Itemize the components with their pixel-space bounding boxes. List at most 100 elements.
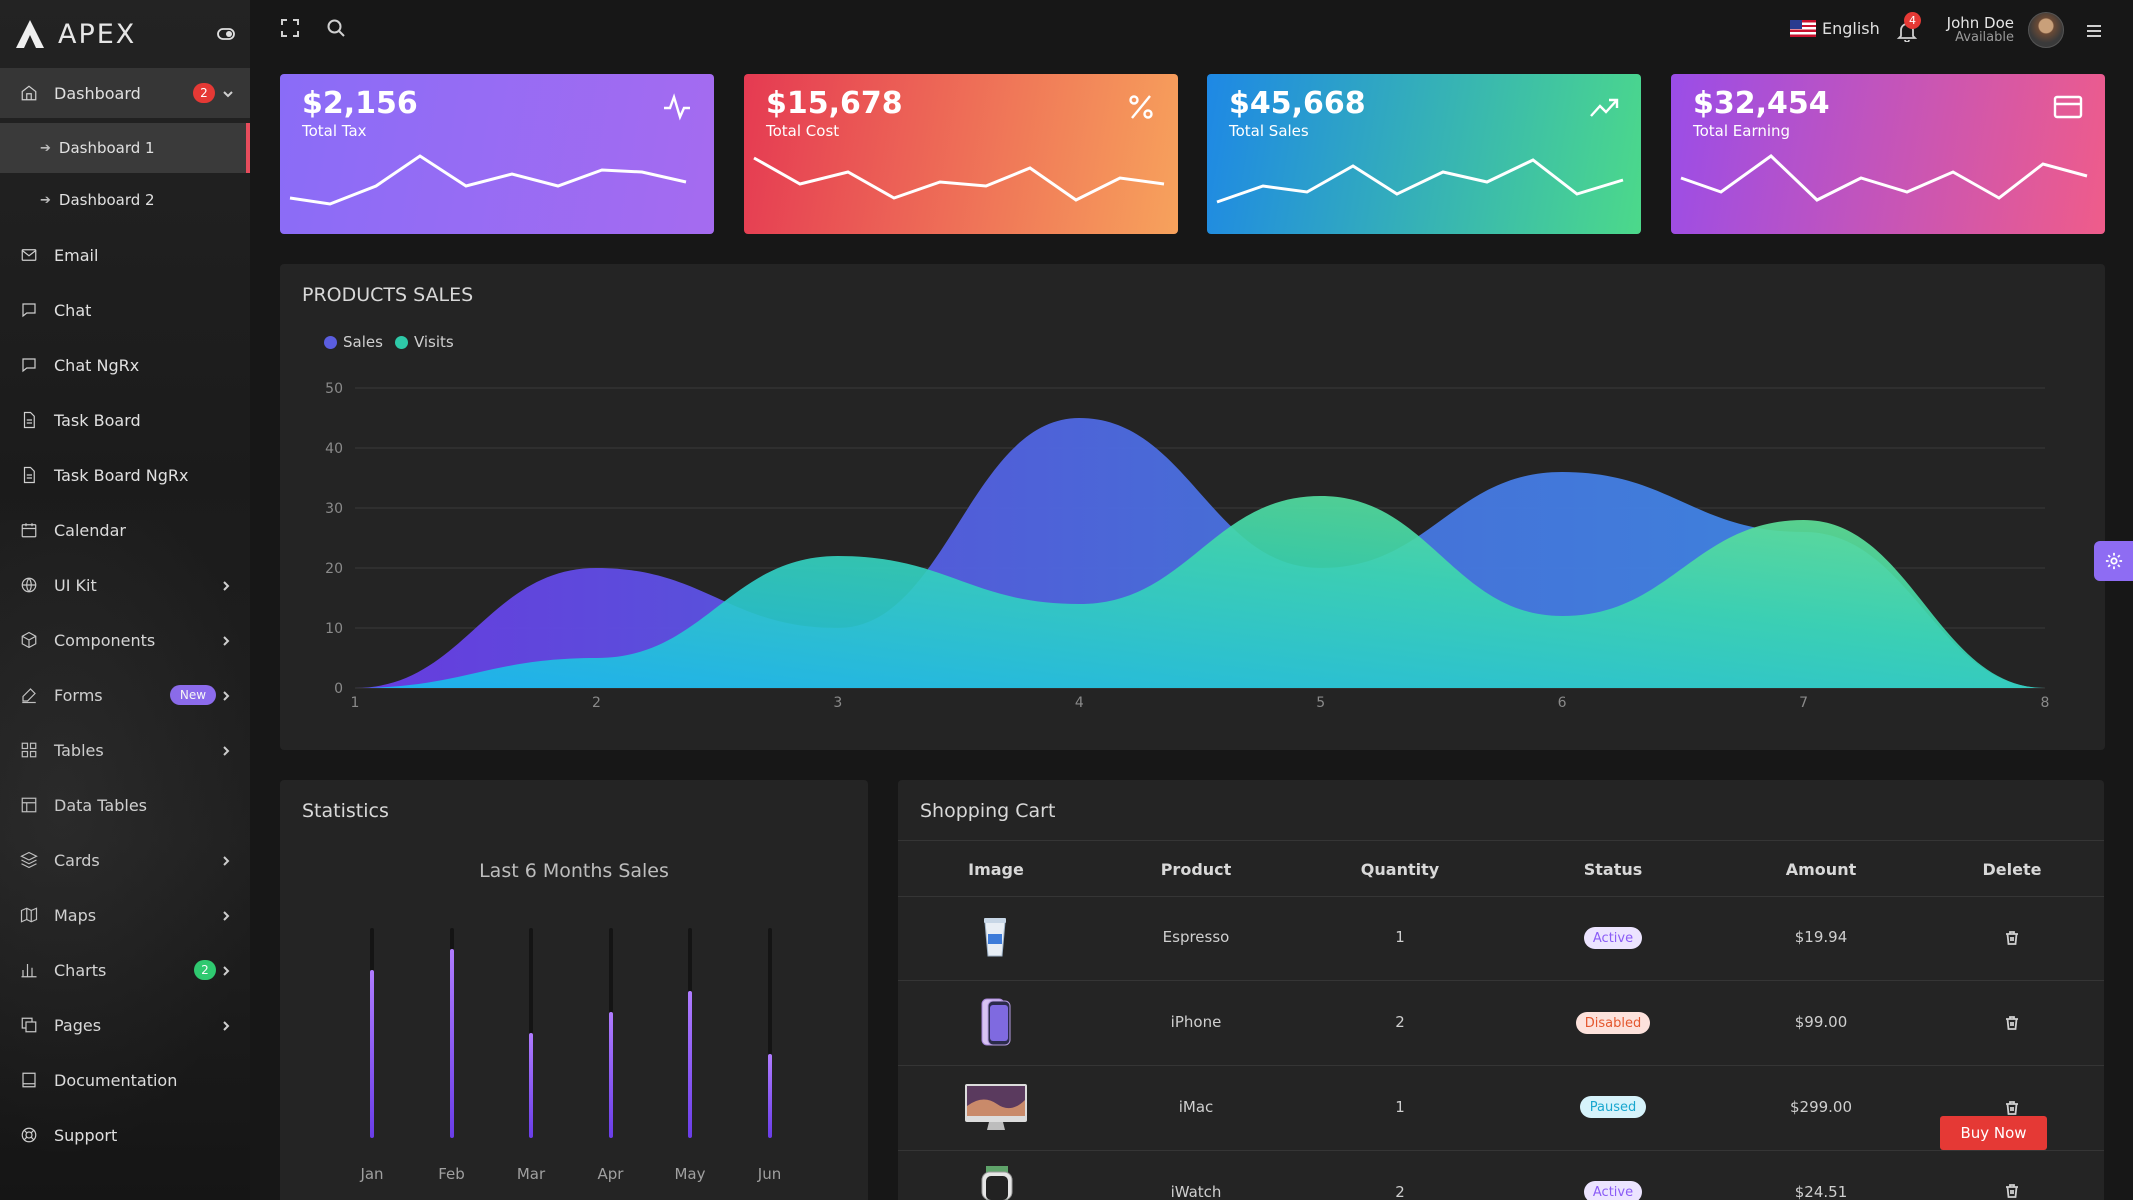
avatar[interactable]	[2028, 12, 2064, 48]
x-tick-label: 1	[351, 695, 360, 711]
sidebar-item-email[interactable]: Email	[0, 230, 250, 280]
grid-icon	[20, 741, 38, 759]
sidebar-toggle[interactable]	[216, 24, 236, 44]
legend-label-visits[interactable]: Visits	[413, 333, 454, 351]
shopping-cart-panel: Shopping Cart	[898, 780, 2104, 1200]
x-tick-label: Mar	[516, 1165, 546, 1183]
sidebar-item-calendar[interactable]: Calendar	[0, 505, 250, 555]
product-quantity: 1	[1395, 928, 1405, 946]
sidebar-item-label: Calendar	[54, 520, 126, 540]
stat-label: Total Tax	[302, 122, 367, 140]
bar-feb[interactable]	[449, 949, 454, 1138]
stat-label: Total Earning	[1693, 122, 1791, 140]
product-image-iwatch	[976, 1166, 1018, 1200]
statistics-chart-title: Last 6 Months Sales	[479, 860, 669, 882]
stat-value: $45,668	[1229, 86, 1366, 121]
x-tick-label: 3	[833, 695, 842, 711]
chevron-right-icon	[220, 852, 232, 866]
bar-apr[interactable]	[608, 1012, 613, 1138]
sidebar-subitem-dashboard-2[interactable]: ➔ Dashboard 2	[0, 175, 250, 225]
sidebar-item-documentation[interactable]: Documentation	[0, 1055, 250, 1105]
stat-value: $2,156	[302, 86, 418, 121]
arrow-right-icon: ➔	[40, 140, 51, 156]
stat-sparkline	[289, 154, 687, 206]
language-selector[interactable]: English	[1790, 19, 1880, 38]
status-badge: Active	[1584, 1181, 1642, 1200]
bar-jun[interactable]	[767, 1054, 772, 1138]
legend-label-sales[interactable]: Sales	[343, 333, 383, 351]
x-tick-label: 7	[1799, 695, 1808, 711]
product-image-imac	[963, 1082, 1029, 1136]
chart-legend: Sales Visits	[324, 333, 454, 351]
sidebar-item-cards[interactable]: Cards	[0, 835, 250, 885]
chevron-right-icon	[220, 577, 232, 591]
bar-jan[interactable]	[370, 970, 374, 1138]
map-icon	[20, 906, 38, 924]
bar-track	[767, 928, 772, 1138]
chevron-right-icon	[220, 632, 232, 646]
sidebar-item-label: Data Tables	[54, 795, 147, 815]
sidebar-item-tables[interactable]: Tables	[0, 725, 250, 775]
credit-card-icon	[2053, 92, 2083, 122]
panel-title: Statistics	[302, 800, 389, 822]
menu-icon[interactable]	[2084, 21, 2104, 41]
y-tick-label: 30	[325, 501, 343, 517]
app-logo[interactable]: APEX	[14, 16, 136, 52]
stat-value: $15,678	[766, 86, 903, 121]
settings-button[interactable]	[2094, 541, 2133, 581]
chevron-right-icon	[220, 907, 232, 921]
column-header-product: Product	[1160, 860, 1232, 879]
divider	[898, 980, 2104, 981]
sidebar-item-maps[interactable]: Maps	[0, 890, 250, 940]
file-icon	[20, 411, 38, 429]
product-image-espresso	[982, 914, 1008, 962]
sidebar-item-label: Maps	[54, 905, 97, 925]
stat-card-total-tax: $2,156 Total Tax	[280, 74, 714, 234]
sidebar-item-ui-kit[interactable]: UI Kit	[0, 560, 250, 610]
trash-icon[interactable]	[2004, 930, 2020, 946]
sidebar-item-label: UI Kit	[54, 575, 97, 595]
search-icon[interactable]	[326, 18, 346, 38]
divider	[898, 840, 2104, 841]
product-amount: $99.00	[1794, 1013, 1848, 1031]
trash-icon[interactable]	[2004, 1015, 2020, 1031]
table-icon	[20, 796, 38, 814]
sidebar-subitem-dashboard-1[interactable]: ➔ Dashboard 1	[0, 123, 250, 173]
user-name[interactable]: John Doe	[1946, 14, 2014, 32]
sidebar-item-components[interactable]: Components	[0, 615, 250, 665]
user-status: Available	[1955, 30, 2014, 45]
sidebar-item-task-board[interactable]: Task Board	[0, 395, 250, 445]
sidebar-item-data-tables[interactable]: Data Tables	[0, 780, 250, 830]
product-quantity: 1	[1395, 1098, 1405, 1116]
sidebar-item-label: Dashboard	[54, 83, 141, 103]
chevron-down-icon[interactable]	[222, 85, 234, 98]
legend-dot-visits	[394, 335, 408, 349]
sidebar-item-task-board-ngrx[interactable]: Task Board NgRx	[0, 450, 250, 500]
y-tick-label: 20	[325, 561, 343, 577]
sidebar-item-dashboard[interactable]: Dashboard 2	[0, 68, 250, 118]
globe-icon	[20, 576, 38, 594]
sidebar-item-chat[interactable]: Chat	[0, 285, 250, 335]
bar-mar[interactable]	[529, 1033, 533, 1138]
stat-sparkline	[753, 156, 1165, 202]
column-header-image: Image	[968, 860, 1024, 879]
area-series-visits[interactable]	[355, 496, 2045, 688]
sidebar-item-chat-ngrx[interactable]: Chat NgRx	[0, 340, 250, 390]
stat-card-total-earning: $32,454 Total Earning	[1671, 74, 2105, 234]
fullscreen-icon[interactable]	[280, 18, 300, 38]
sidebar-item-label: Tables	[54, 740, 104, 760]
file-icon	[20, 466, 38, 484]
life-buoy-icon	[20, 1126, 38, 1144]
sidebar-item-charts[interactable]: Charts 2	[0, 945, 250, 995]
trash-icon[interactable]	[2004, 1183, 2020, 1199]
sidebar-item-pages[interactable]: Pages	[0, 1000, 250, 1050]
y-tick-label: 0	[334, 681, 343, 697]
buy-now-button[interactable]: Buy Now	[1940, 1116, 2047, 1150]
sidebar-item-support[interactable]: Support	[0, 1110, 250, 1160]
sidebar-item-forms[interactable]: Forms New	[0, 670, 250, 720]
column-header-status: Status	[1583, 860, 1643, 879]
bar-may[interactable]	[688, 991, 692, 1138]
stat-card-total-cost: $15,678 Total Cost	[744, 74, 1178, 234]
trash-icon[interactable]	[2004, 1100, 2020, 1116]
status-badge: Active	[1584, 927, 1642, 949]
